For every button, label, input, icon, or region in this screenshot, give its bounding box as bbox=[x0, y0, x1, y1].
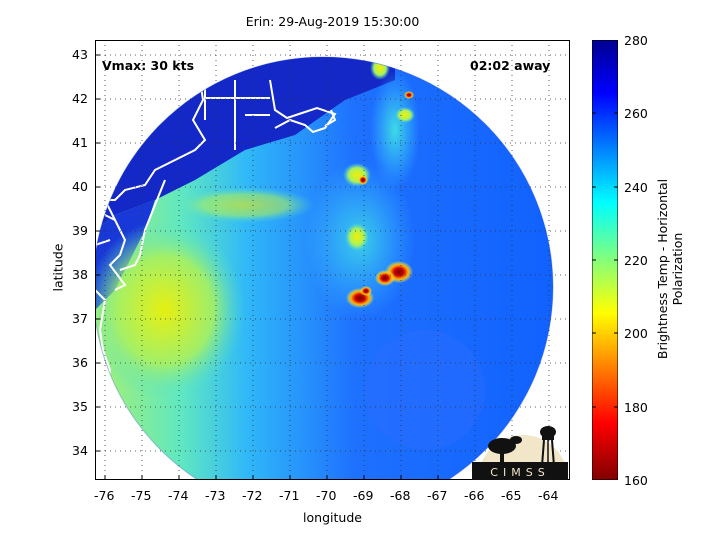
x-tick-label: -76 bbox=[94, 488, 115, 503]
colorbar bbox=[591, 39, 619, 481]
y-axis-label: latitude bbox=[50, 243, 66, 292]
colorbar-tick-label: 240 bbox=[624, 180, 648, 195]
x-tick-label: -70 bbox=[316, 488, 337, 503]
colorbar-tick-label: 220 bbox=[624, 253, 648, 268]
y-tick-label: 38 bbox=[72, 267, 88, 282]
x-tick-label: -64 bbox=[538, 488, 559, 503]
x-tick-label: -69 bbox=[353, 488, 374, 503]
axes-box bbox=[95, 40, 570, 480]
map-plot-area bbox=[92, 40, 570, 518]
y-tick-label: 36 bbox=[72, 355, 88, 370]
y-tick-label: 34 bbox=[72, 443, 88, 458]
x-tick-label: -65 bbox=[501, 488, 522, 503]
y-tick-label: 37 bbox=[72, 311, 88, 326]
colorbar-tick-label: 260 bbox=[624, 106, 648, 121]
colorbar-tick-label: 280 bbox=[624, 33, 648, 48]
y-tick-label: 43 bbox=[72, 47, 88, 62]
colorbar-tick-label: 180 bbox=[624, 400, 648, 415]
x-tick-label: -74 bbox=[168, 488, 189, 503]
x-tick-label: -67 bbox=[427, 488, 448, 503]
x-tick-label: -73 bbox=[205, 488, 226, 503]
map-svg bbox=[92, 40, 570, 518]
cimss-logo: CIMSS bbox=[470, 410, 570, 480]
y-tick-label: 42 bbox=[72, 91, 88, 106]
y-tick-label: 41 bbox=[72, 135, 88, 150]
svg-text:CIMSS: CIMSS bbox=[490, 466, 549, 479]
y-tick-label: 39 bbox=[72, 223, 88, 238]
grid-lines bbox=[95, 40, 570, 480]
colorbar-tick-label: 200 bbox=[624, 326, 648, 341]
colorbar-tick-label: 160 bbox=[624, 473, 648, 488]
x-tick-label: -68 bbox=[390, 488, 411, 503]
time-away-label: 02:02 away bbox=[470, 58, 551, 73]
colorbar-label: Brightness Temp - Horizontal Polarizatio… bbox=[655, 178, 685, 360]
brightness-temp-swath bbox=[93, 57, 553, 480]
y-tick-label: 40 bbox=[72, 179, 88, 194]
plot-title: Erin: 29-Aug-2019 15:30:00 bbox=[245, 14, 420, 29]
vmax-label: Vmax: 30 kts bbox=[102, 58, 195, 73]
y-tick-label: 35 bbox=[72, 399, 88, 414]
x-tick-label: -66 bbox=[464, 488, 485, 503]
x-tick-label: -75 bbox=[131, 488, 152, 503]
x-axis-label: longitude bbox=[303, 510, 362, 525]
x-tick-label: -71 bbox=[279, 488, 300, 503]
x-tick-label: -72 bbox=[242, 488, 263, 503]
